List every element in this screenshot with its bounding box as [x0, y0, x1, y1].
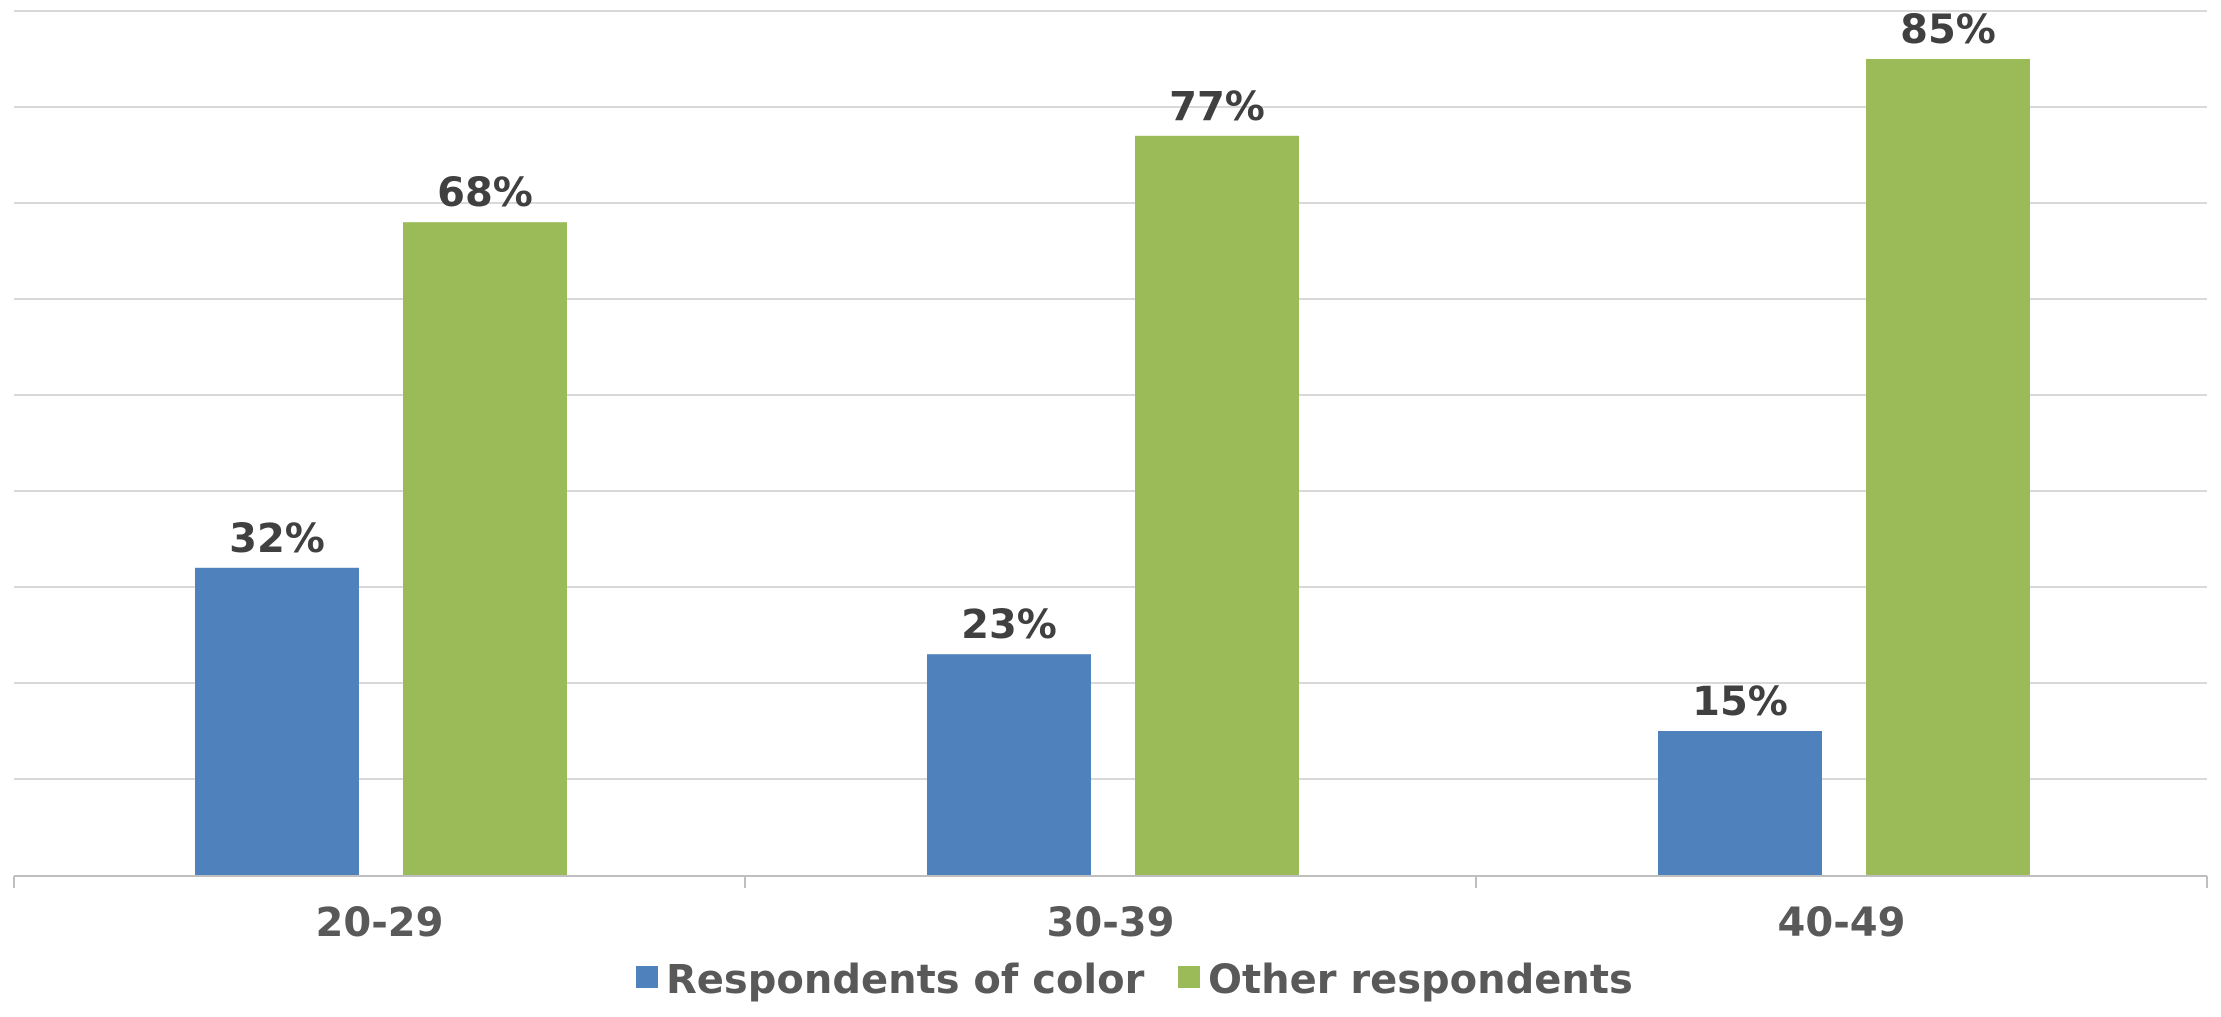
data-labels: 32% 23% 15% 68% 77% 85%	[229, 7, 1996, 725]
data-label: 68%	[437, 170, 533, 216]
x-tick-label: 40-49	[1778, 900, 1906, 946]
gridlines	[14, 10, 2207, 780]
bars	[195, 59, 2030, 876]
legend-swatch	[1178, 966, 1200, 988]
data-label: 15%	[1692, 679, 1788, 725]
bar-respondents-of-color-40-49	[1658, 731, 1822, 875]
legend-label: Other respondents	[1208, 957, 1633, 1003]
legend: Respondents of color Other respondents	[636, 957, 1633, 1003]
bar-respondents-of-color-20-29	[195, 567, 359, 875]
bar-respondents-of-color-30-39	[927, 654, 1091, 875]
data-label: 85%	[1900, 7, 1996, 53]
x-axis: 20-29 30-39 40-49	[13, 875, 2208, 946]
bar-other-respondents-30-39	[1135, 135, 1299, 876]
x-tick-label: 30-39	[1047, 900, 1175, 946]
legend-label: Respondents of color	[666, 957, 1145, 1003]
x-tick-label: 20-29	[316, 900, 444, 946]
data-label: 32%	[229, 516, 325, 562]
bar-other-respondents-40-49	[1866, 59, 2030, 875]
data-label: 23%	[961, 602, 1057, 648]
legend-swatch	[636, 966, 658, 988]
data-label: 77%	[1169, 84, 1265, 130]
bar-other-respondents-20-29	[403, 222, 567, 875]
